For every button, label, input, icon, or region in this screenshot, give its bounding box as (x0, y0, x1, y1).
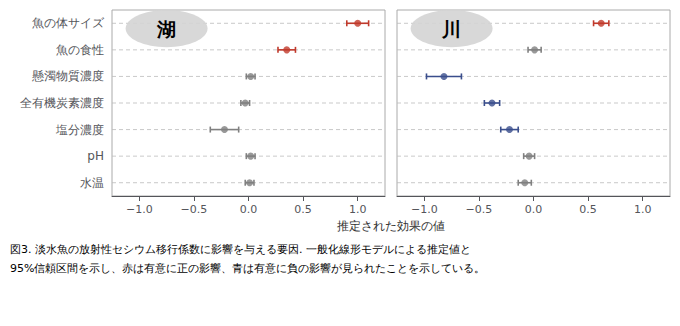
svg-text:−0.5: −0.5 (181, 203, 208, 216)
svg-text:推定された効果の値: 推定された効果の値 (337, 219, 445, 233)
svg-text:図3. 淡水魚の放射性セシウム移行係数に影響を与える要因.: 図3. 淡水魚の放射性セシウム移行係数に影響を与える要因. 一般化線形モデルによ… (10, 243, 471, 256)
svg-text:塩分濃度: 塩分濃度 (55, 123, 104, 137)
svg-text:川: 川 (441, 18, 461, 40)
svg-text:1.0: 1.0 (634, 203, 652, 216)
svg-text:95%信頼区間を示し、赤は有意に正の影響、青は有意に負の影響: 95%信頼区間を示し、赤は有意に正の影響、青は有意に負の影響が見られたことを示し… (10, 262, 485, 275)
svg-text:魚の体サイズ: 魚の体サイズ (32, 16, 105, 30)
svg-text:−0.5: −0.5 (466, 203, 493, 216)
svg-text:−1.0: −1.0 (126, 203, 153, 216)
svg-text:全有機炭素濃度: 全有機炭素濃度 (20, 96, 104, 110)
svg-text:水温: 水温 (80, 176, 104, 190)
svg-text:魚の食性: 魚の食性 (56, 43, 104, 57)
svg-text:0.0: 0.0 (525, 203, 543, 216)
svg-text:pH: pH (87, 149, 104, 163)
svg-text:−1.0: −1.0 (411, 203, 438, 216)
svg-text:1.0: 1.0 (349, 203, 367, 216)
svg-text:0.0: 0.0 (240, 203, 258, 216)
svg-text:懸濁物質濃度: 懸濁物質濃度 (31, 69, 104, 83)
svg-text:0.5: 0.5 (294, 203, 312, 216)
svg-text:湖: 湖 (156, 18, 176, 40)
svg-text:0.5: 0.5 (579, 203, 597, 216)
